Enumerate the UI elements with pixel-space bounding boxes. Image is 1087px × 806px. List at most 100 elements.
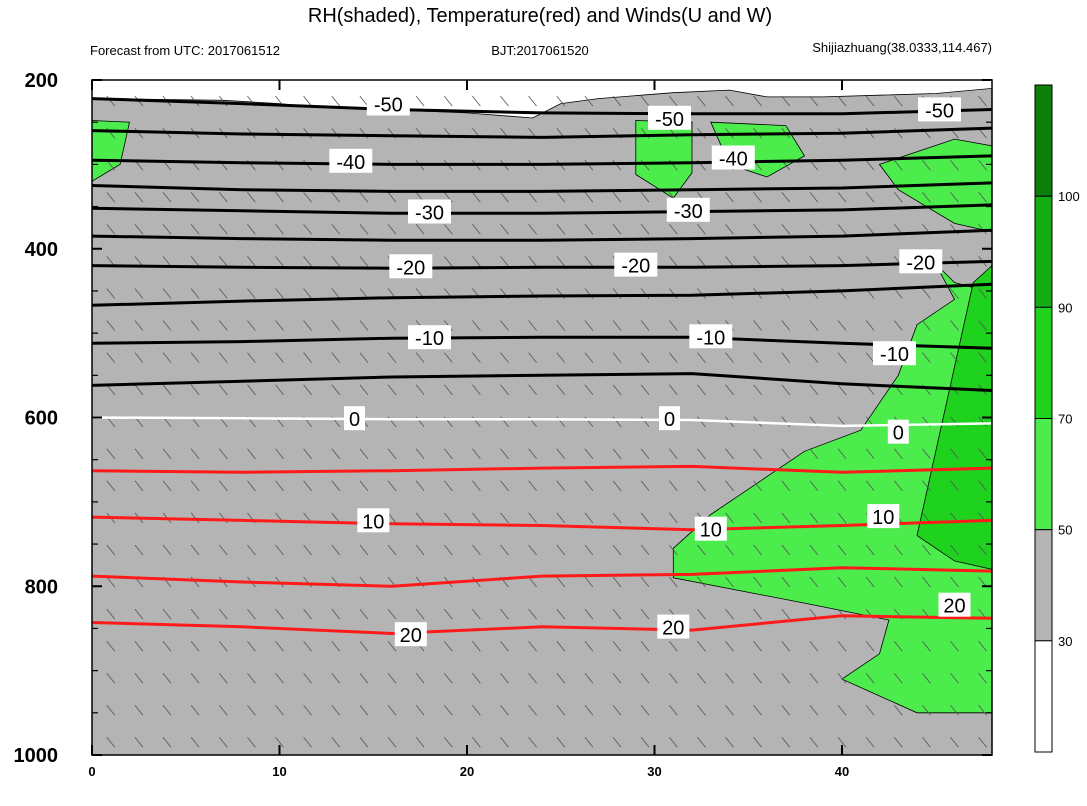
y-tick-label: 400	[25, 239, 58, 261]
wind-barb	[528, 576, 537, 588]
wind-barb	[472, 352, 481, 363]
wind-barb	[584, 192, 594, 203]
wind-barb	[106, 352, 116, 363]
wind-barb	[247, 384, 256, 395]
wind-barb	[584, 448, 594, 460]
isotherm-label-box	[711, 145, 755, 170]
wind-barb	[612, 705, 622, 716]
bjt-label: BJT:2017061520	[491, 43, 589, 58]
wind-barb	[331, 544, 341, 556]
wind-barb	[556, 352, 566, 363]
wind-barb	[190, 320, 200, 331]
wind-barb	[753, 320, 762, 331]
wind-barb	[331, 737, 341, 748]
wind-barb	[556, 448, 566, 460]
wind-barb	[472, 384, 481, 395]
wind-barb	[837, 576, 847, 588]
colorbar-segment	[1034, 418, 1053, 531]
wind-barb	[500, 672, 509, 684]
wind-barb	[275, 705, 284, 716]
wind-barb	[640, 320, 650, 331]
wind-barb	[837, 705, 847, 716]
wind-barb	[753, 256, 762, 267]
wind-barb	[528, 705, 537, 716]
wind-barb	[443, 737, 453, 748]
wind-barb	[725, 192, 734, 203]
wind-barb	[500, 608, 509, 620]
wind-barb	[331, 384, 341, 395]
wind-barb	[303, 320, 312, 331]
isotherm-label: 0	[664, 409, 675, 431]
wind-barb	[106, 640, 116, 652]
wind-barb	[162, 672, 172, 684]
wind-barb	[640, 480, 650, 492]
isotherm-line	[91, 372, 993, 392]
wind-barb	[640, 608, 650, 620]
wind-barb	[837, 640, 847, 652]
wind-barb	[162, 288, 172, 299]
wind-barb	[893, 127, 903, 139]
wind-barb	[697, 672, 706, 684]
wind-barb	[190, 608, 200, 620]
isotherm-label: -50	[655, 109, 684, 131]
wind-barb	[359, 256, 369, 267]
wind-barb	[190, 544, 200, 556]
wind-barb	[218, 192, 228, 203]
wind-barb	[247, 672, 256, 684]
wind-barb	[331, 640, 341, 652]
wind-barb	[950, 576, 959, 588]
wind-barb	[331, 256, 341, 267]
isotherm-line	[91, 335, 993, 350]
wind-barb	[528, 256, 537, 267]
wind-barb	[190, 737, 200, 748]
isotherm-label: -20	[396, 257, 425, 279]
wind-barb	[303, 480, 312, 492]
wind-barb	[556, 512, 566, 524]
wind-barb	[697, 576, 706, 588]
wind-barb	[331, 288, 341, 299]
wind-barb	[247, 448, 256, 460]
wind-barb	[387, 480, 397, 492]
wind-barb	[331, 672, 341, 684]
wind-barb	[612, 737, 622, 748]
wind-barb	[781, 672, 791, 684]
wind-barb	[190, 288, 200, 299]
wind-barb	[106, 224, 116, 235]
wind-barb	[331, 448, 341, 460]
x-tick-label: 0	[88, 764, 95, 779]
wind-barb	[443, 640, 453, 652]
wind-barb	[359, 705, 369, 716]
wind-barb	[190, 384, 200, 395]
colorbar-label: 30	[1058, 634, 1072, 649]
wind-barb	[443, 352, 453, 363]
isotherm-label-box	[366, 91, 410, 116]
isotherm-layer	[91, 97, 993, 636]
wind-barb	[893, 480, 903, 492]
wind-barb	[837, 448, 847, 460]
wind-barb	[725, 705, 734, 716]
isotherm-label: -40	[336, 152, 365, 174]
wind-barb	[922, 159, 931, 171]
wind-barb	[837, 544, 847, 556]
isotherm-label-box	[899, 249, 943, 274]
wind-barb	[218, 288, 228, 299]
wind-barb	[950, 448, 959, 460]
isotherm-label: -20	[621, 256, 650, 278]
wind-barb	[162, 737, 172, 748]
x-tick-label: 20	[460, 764, 474, 779]
wind-barb	[837, 737, 847, 748]
wind-barb	[725, 352, 734, 363]
wind-barb	[584, 608, 594, 620]
wind-barb	[725, 512, 734, 524]
y-tick-label: 200	[25, 70, 58, 92]
wind-barb	[640, 705, 650, 716]
wind-barb	[303, 352, 312, 363]
wind-barb	[556, 672, 566, 684]
wind-barb	[275, 320, 284, 331]
wind-barb	[865, 95, 875, 107]
wind-barb	[106, 737, 116, 748]
wind-barb	[584, 480, 594, 492]
wind-barb	[162, 640, 172, 652]
isotherm-label-box	[657, 614, 690, 639]
wind-barb	[303, 127, 312, 139]
